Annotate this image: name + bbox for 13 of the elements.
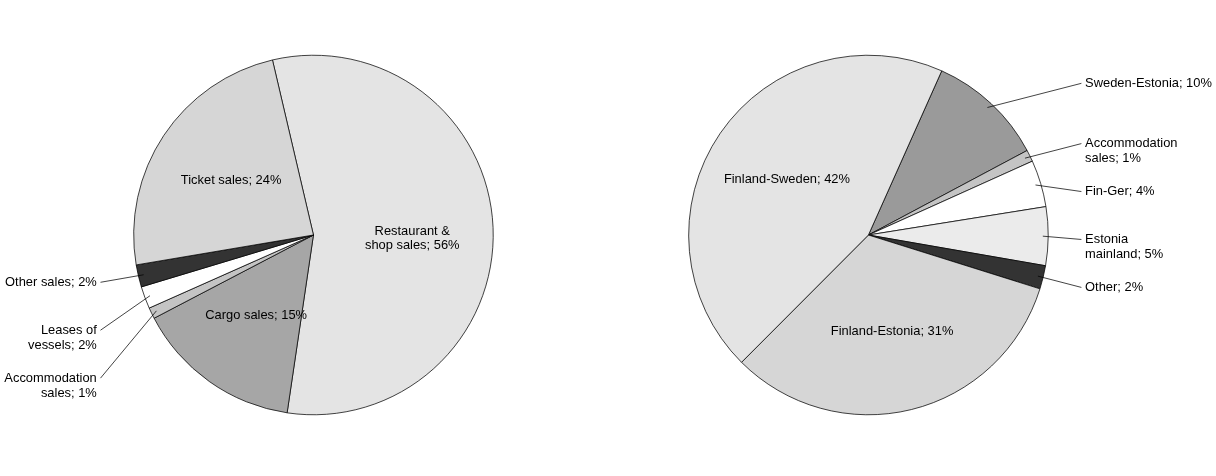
slice-label: Restaurant & shop sales; 56% <box>364 222 460 253</box>
slice-label: Other sales; 2% <box>5 273 97 289</box>
slice-label: Sweden-Estonia; 10% <box>1085 75 1212 91</box>
slice-label: Accommodation sales; 1% <box>1085 135 1178 166</box>
slice-label: Cargo sales; 15% <box>205 307 308 323</box>
slice-label: Finland-Estonia; 31% <box>830 322 954 338</box>
slice-label: Finland-Sweden; 42% <box>723 170 850 186</box>
slice-label: Other; 2% <box>1085 279 1144 295</box>
slice-label: Ticket sales; 24% <box>180 171 282 187</box>
slice-label: Accommodation sales; 1% <box>4 369 97 400</box>
slice-label: Leases of vessels; 2% <box>28 321 98 352</box>
slice-label: Fin-Ger; 4% <box>1085 183 1155 199</box>
slice-label: Estonia mainland; 5% <box>1085 231 1164 261</box>
